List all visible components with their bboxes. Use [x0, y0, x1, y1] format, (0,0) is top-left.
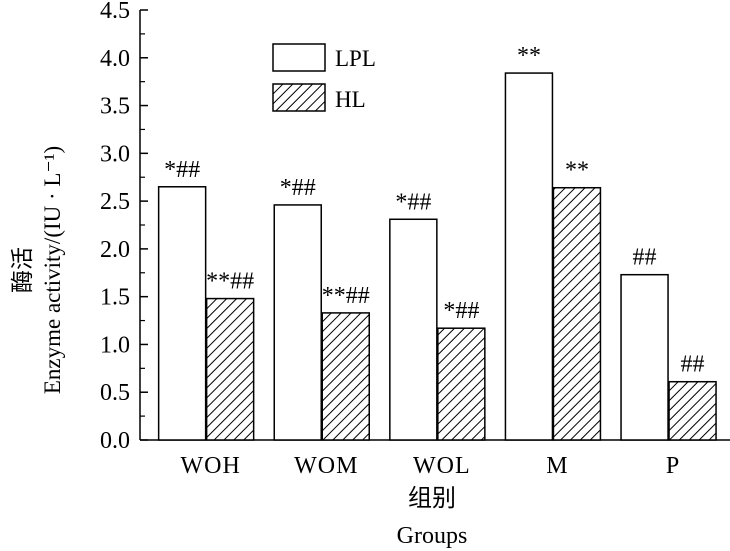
significance-labels: *##**##*##**##*##*##****####: [164, 43, 704, 378]
significance-label: ##: [633, 245, 657, 271]
significance-label: ##: [681, 352, 705, 378]
axes: 0.0 0.5 1.0 1.5 2.0 2.5 3.0 3.5 4.0 4.5 WOH WOM WOL M…: [100, 0, 730, 479]
x-axis-label-cn: 组别: [408, 485, 456, 512]
y-tick-label: 4.5: [100, 0, 130, 24]
significance-label: *##: [443, 298, 479, 324]
bar-lpl-woh: [157, 186, 207, 441]
significance-label: **: [565, 158, 589, 184]
y-tick-label: 0.0: [100, 428, 130, 454]
bar-hl-p: [668, 380, 717, 441]
significance-label: *##: [280, 175, 316, 201]
y-tick-label: 2.5: [100, 189, 130, 215]
x-tick-label: WOM: [294, 453, 358, 479]
bars: [157, 72, 717, 441]
y-axis-label-en: Enzyme activity/(IU · L⁻¹): [40, 146, 65, 394]
bar-hl-wol: [437, 327, 486, 441]
legend-label-hl: HL: [335, 87, 366, 112]
y-tick-label: 0.5: [100, 380, 130, 406]
bar-lpl-wol: [389, 218, 438, 441]
legend: LPL HL: [272, 43, 376, 112]
y-tick-label: 4.0: [100, 46, 130, 72]
bar-hl-wom: [321, 312, 370, 441]
legend-swatch-hl: [272, 83, 326, 112]
y-tick-label: 1.5: [100, 285, 130, 311]
y-tick-label: 2.0: [100, 237, 130, 263]
bar-lpl-m: [504, 72, 554, 441]
x-tick-label: M: [546, 453, 568, 479]
x-tick-label: WOL: [413, 453, 471, 479]
bar-lpl-p: [620, 273, 669, 441]
significance-label: **##: [206, 269, 254, 295]
x-tick-label: P: [666, 453, 680, 479]
y-tick-label: 1.0: [100, 332, 130, 358]
bar-hl-woh: [205, 297, 255, 441]
significance-label: **: [517, 43, 541, 69]
legend-label-lpl: LPL: [335, 46, 376, 71]
bar-lpl-wom: [273, 204, 322, 441]
significance-label: *##: [164, 157, 200, 183]
y-axis-label: 酶活 Enzyme activity/(IU · L⁻¹): [10, 146, 65, 394]
significance-label: *##: [395, 189, 431, 215]
y-tick-label: 3.0: [100, 141, 130, 167]
bar-hl-m: [552, 186, 602, 441]
y-tick-label: 3.5: [100, 94, 130, 120]
y-axis-label-cn: 酶活: [10, 247, 35, 293]
legend-swatch-lpl: [272, 43, 326, 72]
x-axis-label-en: Groups: [397, 523, 468, 549]
significance-label: **##: [322, 283, 370, 309]
x-tick-label: WOH: [180, 453, 240, 479]
